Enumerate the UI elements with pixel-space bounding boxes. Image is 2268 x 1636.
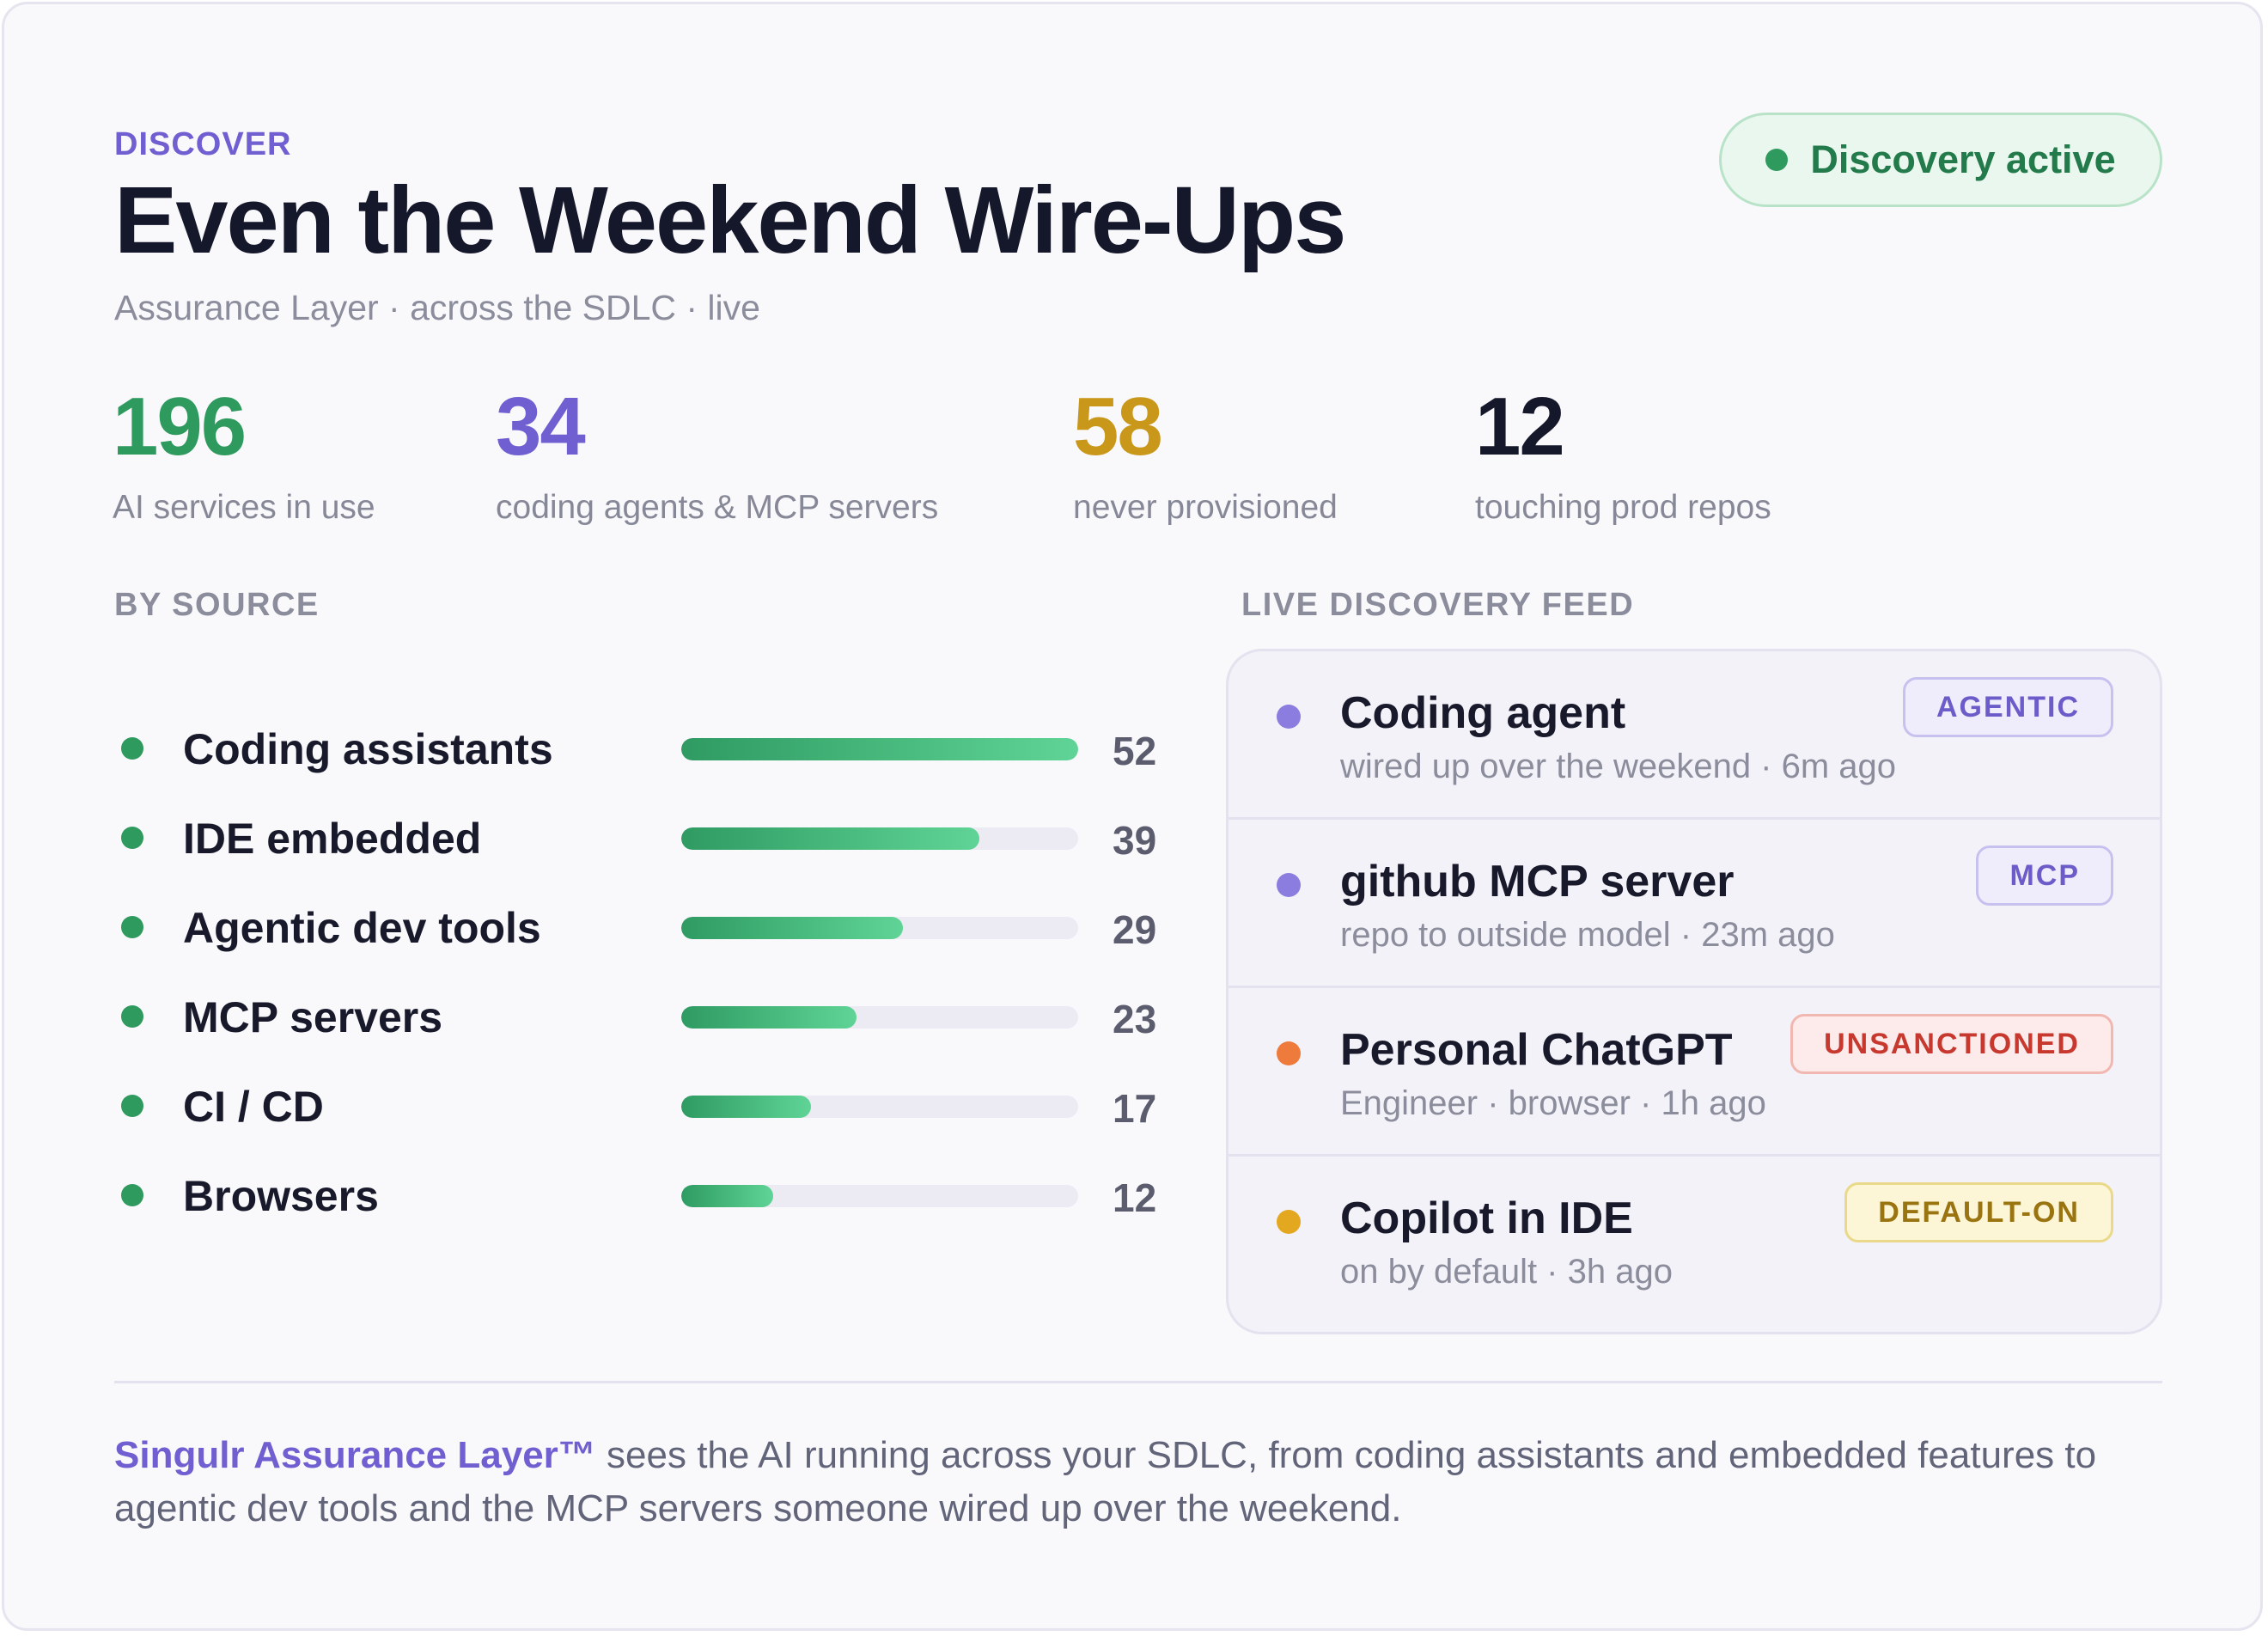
feed-item-subtitle: Engineer · browser · 1h ago [1340, 1084, 1766, 1122]
source-bar-track [681, 917, 1078, 939]
brand-name: Singulr Assurance Layer™ [114, 1434, 596, 1476]
source-row: Coding assistants 52 [121, 717, 1169, 778]
feed-dot-icon [1277, 873, 1301, 897]
source-dot-icon [121, 916, 143, 938]
status-label: Discovery active [1810, 137, 2116, 181]
feed-dot-icon [1277, 705, 1301, 729]
source-dot-icon [121, 737, 143, 760]
by-source-heading: BY SOURCE [114, 587, 320, 623]
stat-label: AI services in use [113, 489, 375, 526]
stat-value: 12 [1475, 381, 1565, 473]
source-row: Agentic dev tools 29 [121, 896, 1169, 956]
source-label: Agentic dev tools [183, 904, 541, 952]
source-bar-track [681, 827, 1078, 850]
footer-description: Singulr Assurance Layer™ sees the AI run… [114, 1429, 2159, 1535]
source-label: Browsers [183, 1172, 379, 1220]
source-count: 23 [1113, 997, 1157, 1041]
source-row: IDE embedded 39 [121, 807, 1169, 867]
agentic-badge: AGENTIC [1903, 677, 2113, 737]
source-bar-fill [681, 1096, 812, 1118]
feed-dot-icon [1277, 1041, 1301, 1065]
source-count: 17 [1113, 1086, 1157, 1131]
source-bar-fill [681, 827, 979, 850]
stat-label: coding agents & MCP servers [496, 489, 939, 526]
feed-item[interactable]: Personal ChatGPT Engineer · browser · 1h… [1228, 988, 2160, 1157]
source-label: Coding assistants [183, 725, 553, 773]
page-title: Even the Weekend Wire-Ups [114, 168, 1346, 273]
source-dot-icon [121, 827, 143, 849]
source-bar-track [681, 1185, 1078, 1207]
discovery-status-badge: Discovery active [1719, 113, 2162, 207]
source-count: 52 [1113, 729, 1157, 773]
default-on-badge: DEFAULT-ON [1844, 1182, 2113, 1242]
live-feed-heading: LIVE DISCOVERY FEED [1241, 587, 1635, 623]
footer-text: sees the AI running across your SDLC, fr… [114, 1434, 2097, 1529]
stat-value: 58 [1073, 381, 1163, 473]
source-count: 39 [1113, 818, 1157, 863]
unsanctioned-badge: UNSANCTIONED [1790, 1014, 2113, 1074]
source-bar-fill [681, 1006, 857, 1029]
source-bar-fill [681, 917, 903, 939]
source-bar-track [681, 1006, 1078, 1029]
source-dot-icon [121, 1095, 143, 1117]
feed-item-title: Personal ChatGPT [1340, 1025, 1733, 1075]
source-bar-fill [681, 738, 1078, 760]
stat-label: touching prod repos [1475, 489, 1771, 526]
source-label: MCP servers [183, 993, 443, 1041]
feed-dot-icon [1277, 1210, 1301, 1234]
feed-item-title: Coding agent [1340, 688, 1626, 738]
feed-item-subtitle: on by default · 3h ago [1340, 1253, 1673, 1291]
stat-never-provisioned: 58 never provisioned [1073, 382, 1338, 527]
source-row: CI / CD 17 [121, 1075, 1169, 1135]
feed-item[interactable]: Coding agent wired up over the weekend ·… [1228, 651, 2160, 820]
source-row: Browsers 12 [121, 1164, 1169, 1224]
feed-item-subtitle: repo to outside model · 23m ago [1340, 916, 1835, 954]
source-dot-icon [121, 1005, 143, 1028]
feed-item[interactable]: github MCP server repo to outside model … [1228, 820, 2160, 988]
source-bar-track [681, 1096, 1078, 1118]
feed-item-subtitle: wired up over the weekend · 6m ago [1340, 748, 1897, 785]
source-count: 12 [1113, 1175, 1157, 1220]
feed-item-title: Copilot in IDE [1340, 1193, 1633, 1243]
eyebrow-label: DISCOVER [114, 126, 292, 162]
stat-coding-agents: 34 coding agents & MCP servers [496, 382, 938, 527]
footer-divider [114, 1381, 2162, 1383]
feed-item[interactable]: Copilot in IDE on by default · 3h ago DE… [1228, 1157, 2160, 1325]
source-bar-track [681, 738, 1078, 760]
stat-label: never provisioned [1073, 489, 1338, 526]
source-count: 29 [1113, 907, 1157, 952]
source-bar-fill [681, 1185, 773, 1207]
feed-item-title: github MCP server [1340, 857, 1735, 907]
source-row: MCP servers 23 [121, 986, 1169, 1046]
page-subtitle: Assurance Layer · across the SDLC · live [114, 288, 760, 327]
live-discovery-feed: Coding agent wired up over the weekend ·… [1226, 649, 2162, 1334]
stat-value: 196 [113, 381, 247, 473]
source-label: IDE embedded [183, 815, 482, 863]
stat-ai-services: 196 AI services in use [113, 382, 375, 527]
status-dot-icon [1765, 149, 1789, 171]
stat-prod-repos: 12 touching prod repos [1475, 382, 1771, 527]
stat-value: 34 [496, 381, 586, 473]
mcp-badge: MCP [1976, 845, 2113, 906]
source-label: CI / CD [183, 1083, 324, 1131]
source-dot-icon [121, 1184, 143, 1206]
